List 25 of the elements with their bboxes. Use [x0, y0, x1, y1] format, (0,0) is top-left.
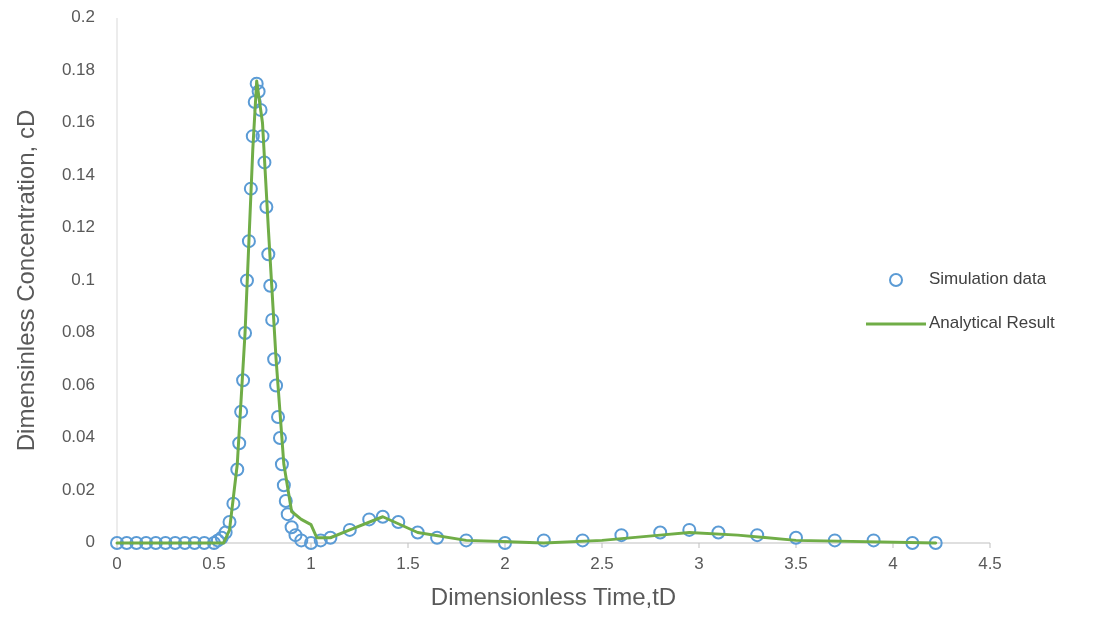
legend-label: Simulation data — [929, 269, 1047, 289]
x-tick-label: 2 — [500, 554, 510, 573]
y-tick-label: 0.2 — [71, 7, 95, 27]
y-tick-label: 0.1 — [71, 269, 95, 289]
y-tick-label: 0.08 — [61, 322, 95, 342]
y-tick-label: 0.14 — [61, 164, 95, 184]
x-axis-title: Dimensionless Time,tD — [430, 583, 677, 610]
y-axis-title: Dimensinless Concentration, cD — [12, 109, 39, 452]
y-tick-label: 0.16 — [61, 112, 95, 132]
x-tick-label: 3 — [694, 554, 704, 573]
x-tick-label: 4.5 — [978, 554, 1002, 573]
x-tick-label: 0.5 — [202, 554, 226, 573]
x-tick-label: 1.5 — [396, 554, 420, 573]
y-tick-label: 0.02 — [61, 479, 95, 499]
x-tick-label: 3.5 — [784, 554, 808, 573]
x-tick-label: 1 — [306, 554, 316, 573]
x-tick-label: 2.5 — [590, 554, 614, 573]
x-tick-label: 4 — [888, 554, 898, 573]
y-tick-label: 0.06 — [61, 374, 95, 394]
y-tick-label: 0.18 — [61, 59, 95, 79]
y-tick-label: 0.12 — [61, 217, 95, 237]
x-tick-label: 0 — [112, 554, 122, 573]
y-tick-label: 0.04 — [61, 427, 95, 447]
legend-label: Analytical Result — [929, 313, 1055, 333]
y-tick-label: 0 — [85, 532, 95, 552]
